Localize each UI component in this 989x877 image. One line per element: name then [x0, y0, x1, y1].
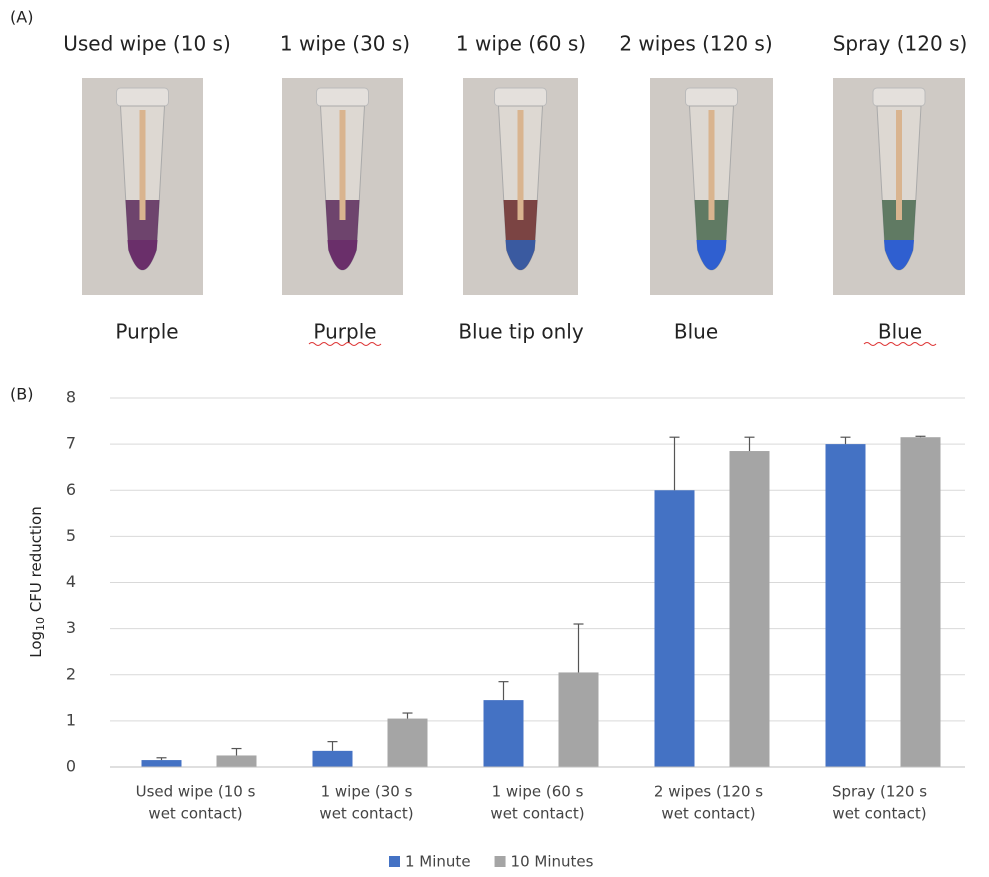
y-tick-label: 6 — [66, 480, 76, 499]
y-tick-label: 2 — [66, 664, 76, 683]
result-label: Blue — [878, 320, 922, 344]
x-tick-label: 2 wipes (120 s — [654, 783, 763, 801]
legend-label: 1 Minute — [405, 853, 471, 871]
swab — [140, 110, 146, 220]
y-tick-label: 3 — [66, 618, 76, 637]
x-tick-label: wet contact) — [319, 805, 413, 823]
result-label: Purple — [313, 320, 376, 344]
tube-cap — [873, 88, 925, 106]
y-tick-label: 4 — [66, 572, 76, 591]
swab — [896, 110, 902, 220]
legend-label: 10 Minutes — [511, 853, 594, 871]
y-tick-label: 0 — [66, 757, 76, 776]
x-tick-label: wet contact) — [832, 805, 926, 823]
x-tick-label: wet contact) — [148, 805, 242, 823]
figure: (A) (B) Log10 CFU reduction Used wipe (1… — [0, 0, 989, 877]
result-label: Blue — [674, 320, 718, 344]
photo-title: 1 wipe (60 s) — [456, 32, 586, 56]
panel-label: (A) — [10, 8, 33, 27]
x-tick-label: 1 wipe (30 s — [321, 783, 413, 801]
y-label-part: 10 — [34, 617, 47, 631]
swab — [340, 110, 346, 220]
bar — [559, 672, 599, 767]
photo-title: 1 wipe (30 s) — [280, 32, 410, 56]
tube-cap — [117, 88, 169, 106]
bar — [142, 760, 182, 767]
x-tick-label: Used wipe (10 s — [136, 783, 256, 801]
legend-swatch — [389, 856, 400, 867]
bar — [655, 490, 695, 767]
bar — [313, 751, 353, 767]
bar — [730, 451, 770, 767]
swab — [709, 110, 715, 220]
photo-title: Spray (120 s) — [833, 32, 968, 56]
x-tick-label: wet contact) — [661, 805, 755, 823]
y-label-part: Log — [27, 631, 45, 658]
legend-swatch — [495, 856, 506, 867]
panel-label: (B) — [10, 385, 33, 404]
tube-cap — [686, 88, 738, 106]
result-label: Blue tip only — [458, 320, 584, 344]
y-label-part: CFU reduction — [27, 506, 45, 617]
y-tick-label: 1 — [66, 710, 76, 729]
y-tick-label: 8 — [66, 388, 76, 407]
x-tick-label: 1 wipe (60 s — [492, 783, 584, 801]
tube-cap — [317, 88, 369, 106]
tube-cap — [495, 88, 547, 106]
y-tick-label: 7 — [66, 434, 76, 453]
y-axis-label: Log10 CFU reduction — [27, 506, 48, 658]
x-tick-label: Spray (120 s — [832, 783, 927, 801]
page: (A) (B) Log10 CFU reduction Used wipe (1… — [0, 0, 989, 877]
photo-title: Used wipe (10 s) — [63, 32, 231, 56]
y-tick-label: 5 — [66, 526, 76, 545]
bar — [388, 719, 428, 767]
x-tick-label: wet contact) — [490, 805, 584, 823]
bar — [217, 755, 257, 767]
result-label: Purple — [115, 320, 178, 344]
bar — [901, 437, 941, 767]
photo-title: 2 wipes (120 s) — [619, 32, 772, 56]
bar — [484, 700, 524, 767]
swab — [518, 110, 524, 220]
bar — [826, 444, 866, 767]
